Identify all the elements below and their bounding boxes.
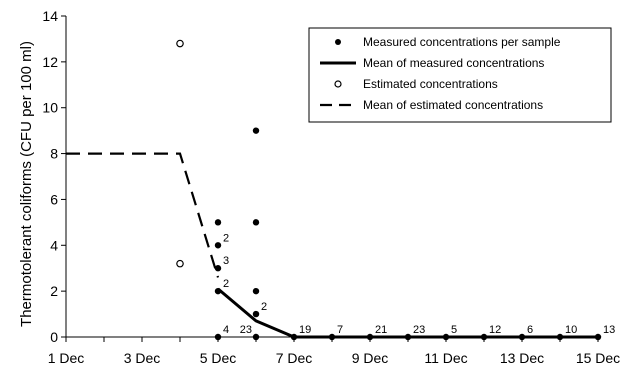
count-label: 3 [223, 255, 229, 267]
count-label: 12 [489, 324, 501, 336]
x-tick-label: 3 Dec [124, 350, 161, 366]
measured-point [214, 242, 222, 249]
legend-label-measured-mean: Mean of measured concentrations [363, 56, 544, 70]
count-label: 2 [261, 301, 267, 313]
x-tick-label: 9 Dec [352, 350, 389, 366]
y-tick-label: 4 [50, 237, 58, 253]
measured-point [252, 127, 260, 134]
axes-group: 0 2 4 6 8 10 12 14 1 Dec 3 Dec 5 Dec 7 Dec 9 Dec 11 D… [42, 8, 620, 366]
count-label: 10 [565, 324, 577, 336]
legend-symbol-measured [335, 39, 341, 45]
y-tick-label: 6 [50, 191, 58, 207]
x-tick-label: 15 Dec [576, 350, 620, 366]
y-tick-label: 14 [42, 8, 58, 24]
measured-point [214, 287, 222, 295]
y-tick-label: 10 [42, 100, 58, 116]
x-tick-label: 11 Dec [424, 350, 467, 366]
count-label: 7 [337, 324, 343, 336]
y-tick-label: 8 [50, 146, 58, 162]
measured-point [252, 219, 260, 226]
measured-point [214, 265, 222, 272]
measured-mean-line [217, 287, 598, 339]
measured-point [214, 219, 222, 226]
count-label: 23 [240, 324, 252, 336]
count-label: 2 [223, 232, 229, 244]
x-tick-label: 1 Dec [48, 350, 85, 366]
count-label: 6 [527, 324, 533, 336]
count-label: 23 [413, 324, 425, 336]
measured-point [252, 310, 260, 318]
estimated-point [176, 259, 184, 268]
count-label: 2 [223, 278, 229, 290]
data-points-group [176, 39, 602, 341]
y-tick-label: 0 [50, 329, 58, 345]
count-label: 4 [223, 324, 229, 336]
estimated-mean-line-group [66, 152, 220, 278]
count-label: 21 [375, 324, 387, 336]
legend-box [308, 27, 612, 123]
count-label: 13 [603, 324, 615, 336]
x-tick-label: 7 Dec [276, 350, 313, 366]
x-tick-label: 5 Dec [200, 350, 237, 366]
x-tick-label: 13 Dec [500, 350, 544, 366]
legend-label-estimated-mean: Mean of estimated concentrations [363, 98, 543, 112]
measured-point [252, 287, 260, 295]
legend: Measured concentrations per sample Mean … [308, 27, 612, 123]
legend-label-estimated: Estimated concentrations [363, 77, 498, 91]
legend-symbol-estimated [334, 80, 342, 88]
estimated-point [176, 39, 184, 48]
y-tick-label: 12 [42, 54, 58, 70]
y-axis-title: Thermotolerant coliforms (CFU per 100 ml… [18, 41, 35, 327]
count-label: 5 [451, 324, 457, 336]
estimated-mean-line [66, 152, 220, 278]
y-tick-label: 2 [50, 283, 58, 299]
measured-mean-line-group [217, 287, 598, 339]
legend-label-measured: Measured concentrations per sample [363, 35, 561, 49]
count-label: 19 [299, 324, 311, 336]
